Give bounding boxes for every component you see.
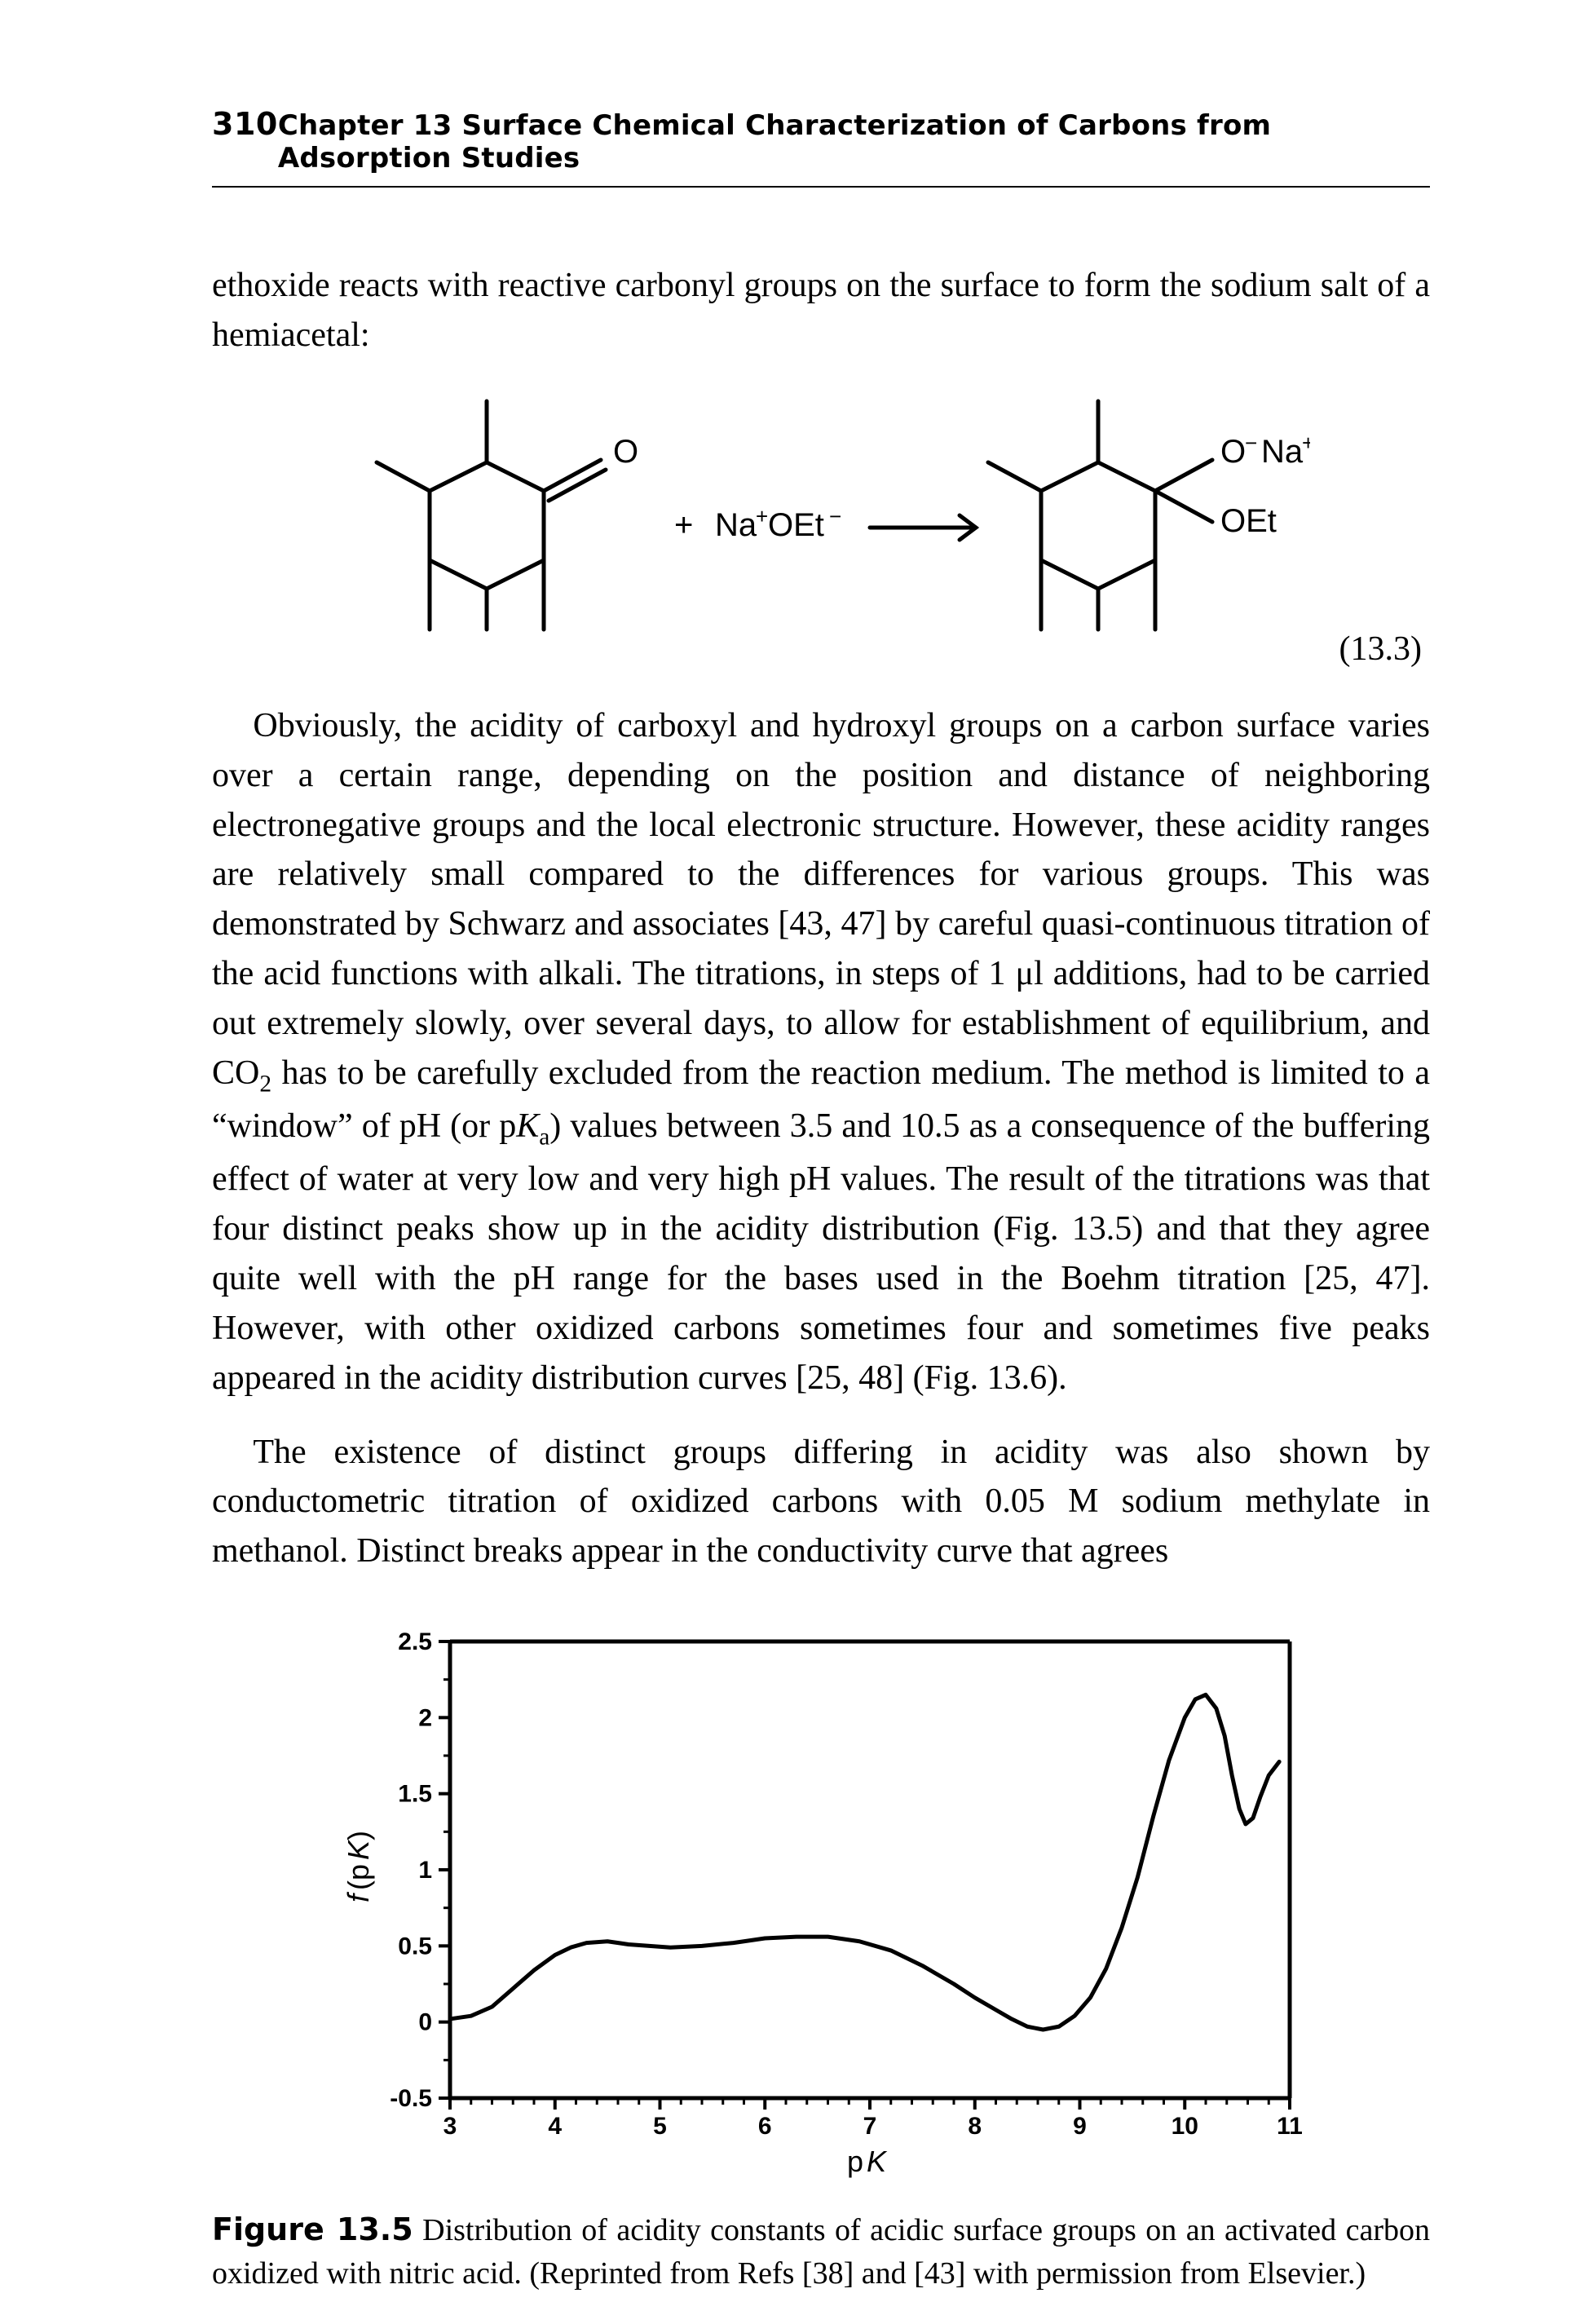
svg-text:8: 8 [968,2113,982,2140]
scheme-oet-label: OEt [768,507,824,543]
para-main-seg3: ) values between 3.5 and 10.5 as a conse… [212,1107,1430,1397]
svg-text:10: 10 [1172,2113,1198,2140]
para-intro: ethoxide reacts with reactive carbonyl g… [212,261,1430,360]
svg-text:4: 4 [548,2113,562,2140]
svg-text:1: 1 [418,1857,432,1884]
svg-text:6: 6 [758,2113,772,2140]
figure-caption: Figure 13.5 Distribution of acidity cons… [212,2208,1430,2295]
para-third: The existence of distinct groups differi… [212,1428,1430,1577]
figure-13-5-svg: -0.500.511.522.534567891011pKf(pK) [311,1609,1330,2180]
reaction-scheme: O + Na + OEt − [212,385,1430,662]
svg-text:): ) [342,1831,375,1840]
svg-text:0.5: 0.5 [398,1933,432,1960]
page-number: 310 [212,106,278,142]
figure-caption-label: Figure 13.5 [212,2211,413,2247]
para-main-co2-sub: 2 [259,1071,271,1097]
scheme-prod-o-label: O [1220,434,1246,470]
scheme-na-plus-label: + [756,504,768,528]
scheme-prod-na-label: Na [1261,434,1304,470]
para-main-seg1: Obviously, the acidity of carboxyl and h… [212,707,1430,1092]
scheme-prod-minus-label: − [1245,431,1257,455]
svg-text:K: K [342,1839,375,1860]
para-main-K: K [516,1107,539,1145]
para-main: Obviously, the acidity of carboxyl and h… [212,701,1430,1403]
svg-text:p: p [847,2145,863,2178]
figure-13-5: -0.500.511.522.534567891011pKf(pK) [212,1609,1430,2180]
scheme-prod-plus-label: + [1302,431,1310,455]
scheme-prod-oet-label: OEt [1220,503,1277,539]
scheme-plus-label: + [674,507,693,543]
svg-text:2.5: 2.5 [398,1628,432,1655]
para-main-Ka-sub: a [539,1124,549,1150]
scheme-left-o-label: O [613,434,638,470]
chapter-title: Chapter 13 Surface Chemical Characteriza… [278,109,1430,175]
page: 310 Chapter 13 Surface Chemical Characte… [0,0,1593,2324]
scheme-na-label: Na [715,507,757,543]
svg-text:9: 9 [1073,2113,1087,2140]
svg-text:0: 0 [418,2009,432,2036]
svg-text:(p: (p [342,1864,375,1890]
svg-text:-0.5: -0.5 [390,2085,432,2112]
svg-text:1.5: 1.5 [398,1781,432,1808]
svg-text:K: K [867,2145,888,2178]
running-header: 310 Chapter 13 Surface Chemical Characte… [212,106,1430,188]
reaction-scheme-svg: O + Na + OEt − [332,385,1310,662]
svg-text:f: f [342,1891,375,1902]
svg-text:11: 11 [1277,2113,1303,2140]
svg-text:5: 5 [653,2113,667,2140]
svg-text:2: 2 [418,1705,432,1732]
scheme-oet-minus-label: − [829,504,841,528]
svg-text:3: 3 [443,2113,457,2140]
svg-text:7: 7 [863,2113,877,2140]
